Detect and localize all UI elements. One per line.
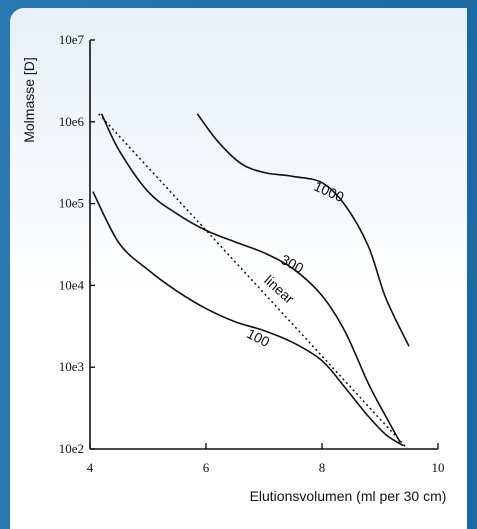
- y-tick-label-10e2: 10e2: [59, 441, 84, 456]
- curves: 1000 300 100 linear: [92, 113, 410, 448]
- axes: [89, 40, 438, 450]
- y-ticks: 10e2 10e3 10e4 10e5 10e6 10e7: [59, 32, 95, 456]
- curve-linear: [98, 113, 407, 448]
- x-tick-label-8: 8: [319, 460, 326, 475]
- x-tick-label-4: 4: [87, 460, 94, 475]
- curve-label-linear: linear: [261, 272, 297, 307]
- chart-panel: [10, 8, 467, 529]
- x-tick-label-10: 10: [432, 460, 445, 475]
- y-tick-label-10e3: 10e3: [59, 359, 84, 374]
- curve-1000: [196, 113, 410, 347]
- x-tick-label-6: 6: [203, 460, 210, 475]
- y-axis-label: Molmasse [D]: [21, 57, 37, 143]
- curve-label-100: 100: [244, 325, 272, 350]
- y-tick-label-10e4: 10e4: [59, 277, 85, 292]
- x-axis-label: Elutionsvolumen (ml per 30 cm): [250, 488, 447, 504]
- curve-label-300: 300: [278, 251, 306, 276]
- y-tick-label-10e5: 10e5: [59, 196, 84, 211]
- y-tick-label-10e7: 10e7: [59, 32, 85, 47]
- y-tick-label-10e6: 10e6: [59, 114, 85, 129]
- curve-300: [100, 113, 401, 443]
- curve-label-1000: 1000: [312, 178, 347, 205]
- curve-100: [92, 191, 404, 447]
- x-ticks: 4 6 8 10: [87, 443, 445, 475]
